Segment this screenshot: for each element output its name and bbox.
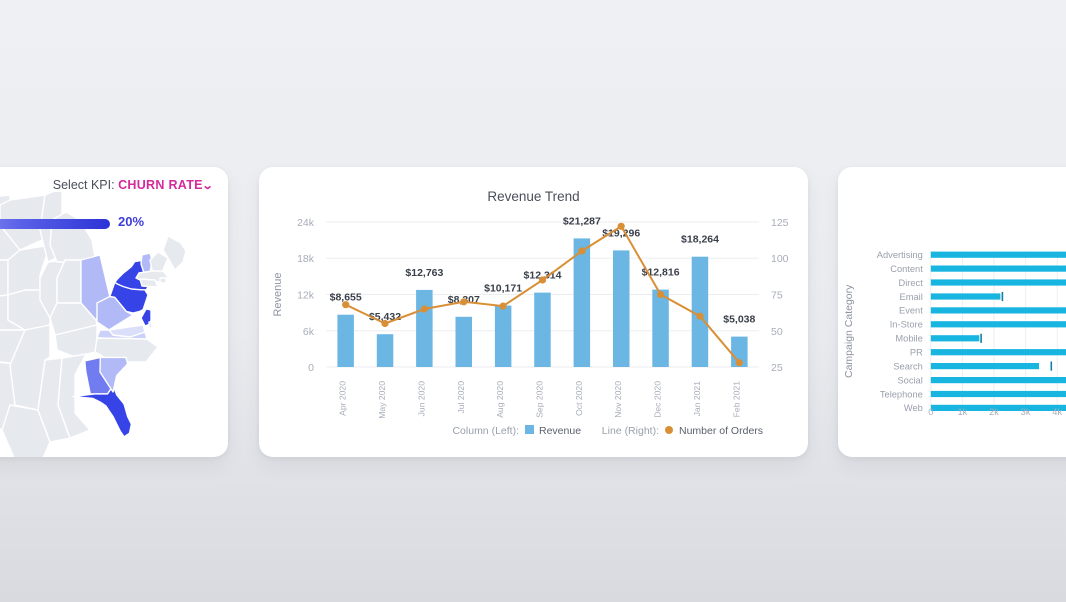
svg-text:Revenue: Revenue — [539, 425, 581, 437]
svg-text:Web: Web — [904, 403, 923, 413]
svg-text:May 2020: May 2020 — [377, 381, 387, 419]
svg-text:25: 25 — [771, 362, 783, 374]
svg-text:$21,287: $21,287 — [563, 215, 601, 227]
svg-text:Jan 2021: Jan 2021 — [692, 381, 702, 417]
svg-text:In-Store: In-Store — [890, 320, 923, 330]
svg-text:Apr 2020: Apr 2020 — [338, 381, 348, 416]
svg-text:Aug 2020: Aug 2020 — [495, 381, 505, 418]
svg-text:18k: 18k — [297, 253, 315, 265]
svg-text:Email: Email — [900, 292, 923, 302]
svg-text:Mobile: Mobile — [895, 334, 922, 344]
svg-text:Advertising: Advertising — [877, 250, 923, 260]
svg-text:75: 75 — [771, 290, 783, 302]
svg-text:$18,264: $18,264 — [681, 234, 719, 246]
svg-text:Telephone: Telephone — [880, 389, 923, 399]
svg-text:50: 50 — [771, 326, 783, 338]
svg-text:24k: 24k — [297, 217, 315, 229]
svg-text:Event: Event — [899, 306, 923, 316]
svg-text:Jul 2020: Jul 2020 — [456, 381, 466, 414]
svg-text:PR: PR — [910, 348, 923, 358]
svg-text:1k: 1k — [957, 407, 967, 417]
svg-text:Number of Orders: Number of Orders — [679, 425, 763, 437]
svg-text:Direct: Direct — [899, 278, 924, 288]
svg-text:Dec 2020: Dec 2020 — [653, 381, 663, 418]
svg-text:Search: Search — [893, 361, 922, 371]
svg-text:$12,763: $12,763 — [405, 267, 443, 279]
svg-text:Sep 2020: Sep 2020 — [535, 381, 545, 418]
svg-text:125: 125 — [771, 217, 789, 229]
svg-text:Campaign Category: Campaign Category — [843, 284, 855, 378]
svg-text:3k: 3k — [1021, 407, 1031, 417]
svg-text:4k: 4k — [1052, 407, 1062, 417]
svg-text:Revenue: Revenue — [272, 272, 284, 316]
svg-text:Social: Social — [897, 375, 922, 385]
svg-text:100: 100 — [771, 253, 789, 265]
svg-text:Line (Right):: Line (Right): — [602, 425, 659, 437]
svg-text:Jun 2020: Jun 2020 — [416, 381, 426, 417]
svg-text:12k: 12k — [297, 290, 315, 302]
svg-text:$10,171: $10,171 — [484, 283, 522, 295]
svg-text:6k: 6k — [303, 326, 315, 338]
svg-text:Nov 2020: Nov 2020 — [613, 381, 623, 418]
svg-text:0: 0 — [928, 407, 933, 417]
svg-text:Content: Content — [890, 264, 923, 274]
svg-text:2k: 2k — [989, 407, 999, 417]
svg-text:Oct 2020: Oct 2020 — [574, 381, 584, 416]
svg-text:$5,038: $5,038 — [723, 314, 755, 326]
svg-text:Column (Left):: Column (Left): — [452, 425, 519, 437]
svg-text:Feb 2021: Feb 2021 — [731, 381, 741, 418]
svg-text:0: 0 — [308, 362, 314, 374]
